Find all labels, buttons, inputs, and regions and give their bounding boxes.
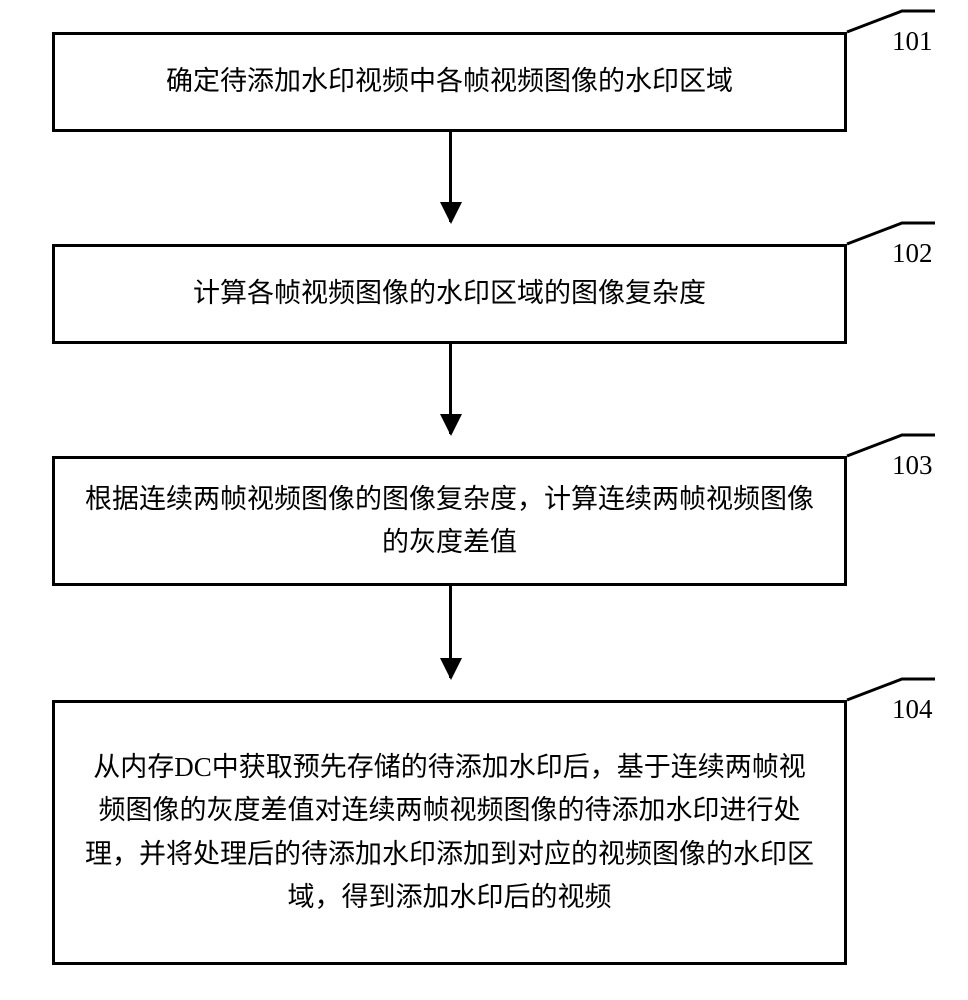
arrow-2-to-3 bbox=[449, 344, 452, 434]
step-label-101: 101 bbox=[892, 26, 933, 57]
flow-step-4: 从内存DC中获取预先存储的待添加水印后，基于连续两帧视频图像的灰度差值对连续两帧… bbox=[52, 700, 847, 965]
flow-step-2-text: 计算各帧视频图像的水印区域的图像复杂度 bbox=[193, 272, 706, 315]
step-label-102: 102 bbox=[892, 238, 933, 269]
flow-step-1: 确定待添加水印视频中各帧视频图像的水印区域 bbox=[52, 32, 847, 132]
arrow-3-to-4 bbox=[449, 586, 452, 678]
flow-step-1-text: 确定待添加水印视频中各帧视频图像的水印区域 bbox=[166, 60, 733, 103]
flow-step-3-text: 根据连续两帧视频图像的图像复杂度，计算连续两帧视频图像的灰度差值 bbox=[85, 478, 814, 564]
flow-step-2: 计算各帧视频图像的水印区域的图像复杂度 bbox=[52, 244, 847, 344]
arrow-1-to-2 bbox=[449, 132, 452, 222]
step-label-103: 103 bbox=[892, 450, 933, 481]
flow-step-4-text: 从内存DC中获取预先存储的待添加水印后，基于连续两帧视频图像的灰度差值对连续两帧… bbox=[85, 746, 814, 919]
flow-step-3: 根据连续两帧视频图像的图像复杂度，计算连续两帧视频图像的灰度差值 bbox=[52, 456, 847, 586]
step-label-104: 104 bbox=[892, 694, 933, 725]
